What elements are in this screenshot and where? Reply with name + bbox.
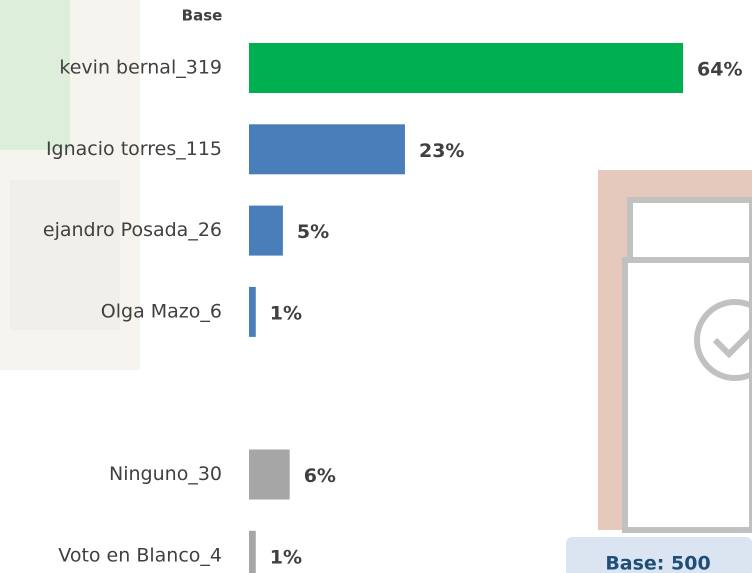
ballot-image bbox=[598, 170, 752, 533]
category-label: Ignacio torres_115 bbox=[46, 138, 222, 160]
note-box bbox=[566, 537, 752, 573]
value-label: 23% bbox=[419, 140, 464, 162]
value-label: 5% bbox=[297, 221, 329, 243]
bar bbox=[249, 449, 290, 500]
category-label: ejandro Posada_26 bbox=[43, 219, 222, 241]
value-label: 1% bbox=[270, 546, 302, 568]
category-label: Ninguno_30 bbox=[109, 463, 222, 485]
value-label: 64% bbox=[697, 59, 742, 81]
value-label: 1% bbox=[270, 302, 302, 324]
bar bbox=[249, 124, 405, 175]
category-label: Voto en Blanco_4 bbox=[58, 544, 222, 566]
category-label: kevin bernal_319 bbox=[59, 57, 222, 79]
bar bbox=[249, 205, 283, 256]
category-label: Olga Mazo_6 bbox=[101, 300, 222, 322]
header: Base bbox=[182, 7, 223, 25]
bar bbox=[249, 43, 683, 93]
note: Base: 500 bbox=[605, 553, 710, 573]
background-photo bbox=[0, 0, 140, 370]
value-label: 6% bbox=[304, 465, 336, 487]
bar bbox=[249, 286, 256, 337]
bar bbox=[249, 530, 256, 573]
